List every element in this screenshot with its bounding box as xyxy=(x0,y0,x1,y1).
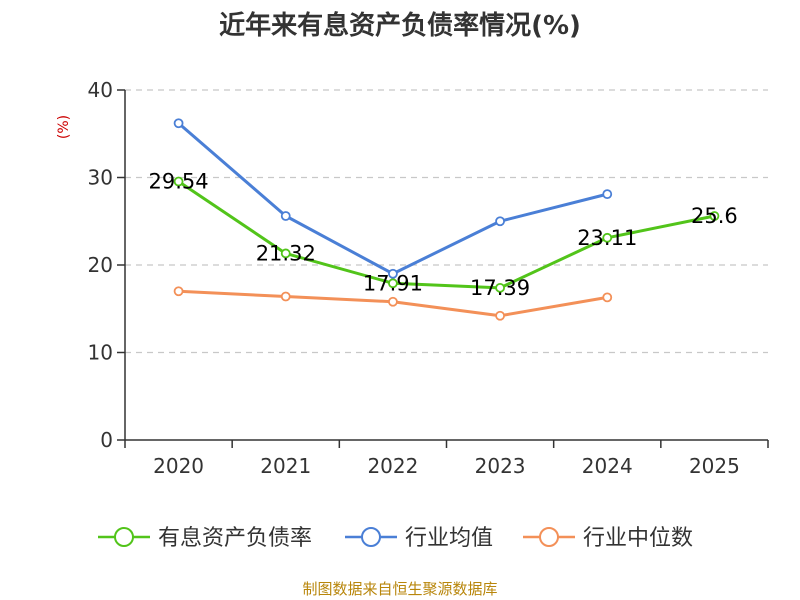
data-label: 21.32 xyxy=(256,241,316,265)
series-lines xyxy=(173,118,720,321)
x-tick-label: 2025 xyxy=(689,454,740,478)
data-point[interactable] xyxy=(388,296,398,307)
data-label: 29.54 xyxy=(149,170,209,194)
data-label: 25.6 xyxy=(691,204,738,228)
data-point[interactable] xyxy=(709,211,720,221)
legend-item-2[interactable]: 行业中位数 xyxy=(523,526,693,551)
x-tick-label: 2022 xyxy=(367,454,418,478)
legend-label: 行业中位数 xyxy=(583,526,693,551)
data-point[interactable] xyxy=(388,268,398,279)
data-point[interactable] xyxy=(173,176,184,187)
chart-title: 近年来有息资产负债率情况(%) xyxy=(219,10,581,41)
legend-swatch-marker xyxy=(539,527,559,547)
x-tick-label: 2024 xyxy=(582,454,633,478)
data-label: 17.91 xyxy=(363,271,423,295)
legend-swatch-marker xyxy=(361,527,381,547)
data-point[interactable] xyxy=(495,282,505,293)
data-labels: 29.54 21.32 17.91 17.39 23.11 25.6 xyxy=(149,170,738,300)
legend-swatch-marker xyxy=(114,527,134,547)
legend[interactable]: 有息资产负债率 行业均值 行业中位数 xyxy=(98,526,693,551)
data-point[interactable] xyxy=(495,310,505,321)
legend-item-1[interactable]: 行业均值 xyxy=(345,526,493,551)
data-label: 17.39 xyxy=(470,276,530,300)
data-point[interactable] xyxy=(388,278,398,289)
x-tick-label: 2023 xyxy=(475,454,526,478)
legend-label: 行业均值 xyxy=(405,526,493,551)
data-point[interactable] xyxy=(280,248,291,259)
y-tick-label: 30 xyxy=(88,166,113,190)
y-tick-label: 20 xyxy=(88,253,113,277)
data-point[interactable] xyxy=(173,286,184,297)
y-tick-label: 0 xyxy=(100,428,113,452)
axes: 0 10 20 30 40 2020 2021 2022 2023 2024 2025 xyxy=(88,78,769,478)
data-point[interactable] xyxy=(602,189,613,200)
y-tick-label: 40 xyxy=(88,78,113,102)
series-line-0 xyxy=(177,180,715,290)
y-axis-unit: (%) xyxy=(56,115,72,139)
y-tick-label: 10 xyxy=(88,341,113,365)
data-point[interactable] xyxy=(173,118,184,129)
data-point[interactable] xyxy=(280,211,291,221)
x-tick-label: 2020 xyxy=(153,454,204,478)
series-line-1 xyxy=(177,122,608,276)
data-point[interactable] xyxy=(602,292,613,303)
gridlines xyxy=(125,89,768,354)
data-point[interactable] xyxy=(280,291,291,302)
data-point[interactable] xyxy=(602,232,613,243)
data-label: 23.11 xyxy=(577,226,637,250)
legend-label: 有息资产负债率 xyxy=(158,526,312,551)
legend-item-0[interactable]: 有息资产负债率 xyxy=(98,526,312,551)
x-tick-label: 2021 xyxy=(260,454,311,478)
source-note: 制图数据来自恒生聚源数据库 xyxy=(302,580,497,598)
data-point[interactable] xyxy=(495,216,505,227)
